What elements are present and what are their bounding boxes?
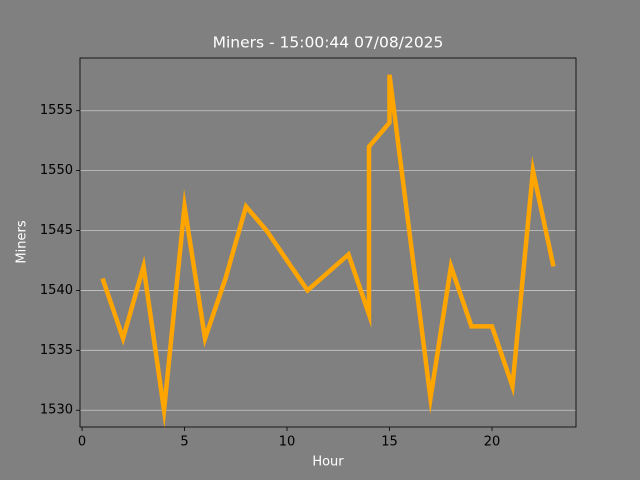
y-axis-label: Miners: [15, 220, 30, 263]
y-tick-label: 1540: [40, 283, 73, 298]
x-tick-label: 0: [78, 435, 86, 450]
line: [100, 74, 556, 429]
y-tick-label: 1545: [40, 223, 73, 238]
y-tick-label: 1555: [40, 103, 73, 118]
chart-title: Miners - 15:00:44 07/08/2025: [213, 34, 444, 52]
y-tick-label: 1550: [40, 163, 73, 178]
x-tick-label: 20: [484, 435, 501, 450]
y-tick-label: 1535: [40, 343, 73, 358]
plot-frame: [79, 57, 577, 428]
y-tick-label: 1530: [40, 403, 73, 418]
x-tick-label: 10: [279, 435, 296, 450]
x-tick-label: 15: [381, 435, 398, 450]
x-tick-label: 5: [180, 435, 188, 450]
x-axis-label: Hour: [312, 455, 344, 470]
